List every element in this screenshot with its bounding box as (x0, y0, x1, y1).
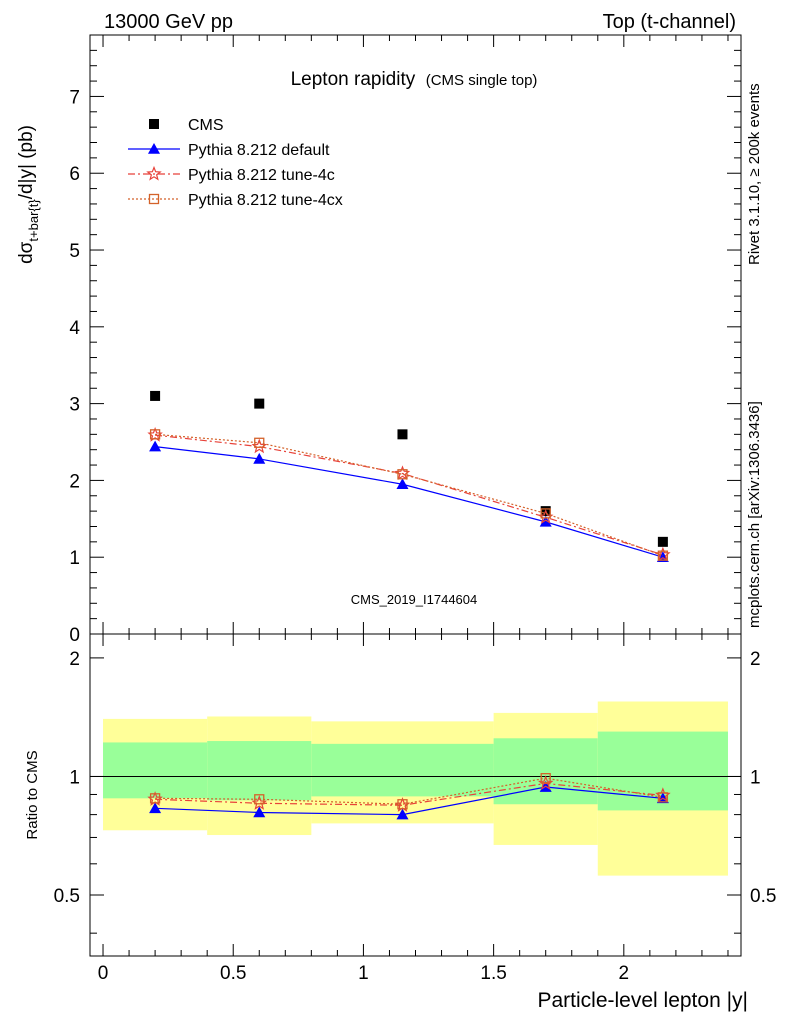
series-point (539, 515, 552, 527)
ratio-point (540, 773, 551, 784)
legend-entry-2: Pythia 8.212 tune-4c (128, 165, 335, 184)
ratio-data-layer (90, 701, 741, 876)
band-inner (103, 742, 208, 799)
ratio-point (149, 793, 161, 804)
ratio-point (253, 806, 266, 818)
main-y-label: dσt+bar{t}/d|y| (pb) (16, 125, 41, 264)
ratio-y-tick-label-right: 2 (750, 649, 761, 670)
ratio-y-tick-label: 1 (69, 767, 80, 788)
ratio-point (396, 808, 409, 820)
legend-entry-3: Pythia 8.212 tune-4cx (128, 192, 343, 209)
legend-marker (149, 119, 159, 129)
legend-marker (148, 143, 160, 154)
ratio-axes: 0 0.5 1 1.5 2 0.5 0.5 1 1 2 2 (54, 633, 776, 984)
ratio-line (155, 782, 663, 806)
main-panel: CMS_2019_I1744604 Lepton rapidity (CMS s… (16, 34, 742, 646)
y-label-rest: /d|y| (pb) (16, 125, 37, 199)
x-tick-label: 0.5 (220, 963, 246, 984)
series-point (397, 469, 408, 480)
cms-point (397, 429, 408, 440)
ratio-y-tick-label: 0.5 (54, 886, 80, 907)
y-tick-label: 6 (69, 164, 80, 185)
series-point (253, 452, 266, 464)
header-left: 13000 GeV pp (104, 11, 233, 33)
x-axis-label: Particle-level lepton |y| (537, 989, 748, 1012)
series-point (149, 429, 161, 440)
ratio-series-2 (149, 773, 669, 810)
cms-point (657, 536, 668, 547)
main-title-text: Lepton rapidity (291, 69, 416, 90)
series-point (540, 508, 551, 519)
mcplots-text: mcplots.cern.ch [arXiv:1306.3436] (746, 401, 763, 628)
ratio-point (397, 799, 408, 810)
cms-point (150, 390, 161, 401)
ratio-y-label: Ratio to CMS (24, 750, 41, 839)
y-label-main: dσ (16, 241, 37, 264)
y-label-sub: t+bar{t} (26, 199, 41, 242)
legend-entry-0: CMS (149, 117, 224, 134)
band-inner (311, 743, 494, 797)
legend-entry-1: Pythia 8.212 default (128, 142, 330, 159)
series-point (254, 437, 265, 448)
ratio-point (657, 792, 669, 803)
series-2 (147, 426, 671, 562)
series-point (396, 478, 409, 490)
series-line (155, 446, 664, 558)
y-tick-label: 7 (69, 87, 80, 108)
x-tick-label: 2 (619, 963, 630, 984)
y-tick-label: 0 (69, 625, 80, 646)
series-line (155, 433, 664, 557)
main-axes: 0 1 2 3 4 5 6 7 (69, 34, 742, 646)
main-title: Lepton rapidity (CMS single top) (291, 69, 538, 90)
main-data-layer (147, 390, 671, 563)
y-tick-label: 2 (69, 471, 80, 492)
band-inner (207, 741, 312, 801)
series-3 (149, 429, 669, 561)
legend-label: Pythia 8.212 tune-4c (188, 167, 335, 184)
y-tick-label: 4 (69, 318, 80, 339)
header-right: Top (t-channel) (603, 11, 736, 33)
ratio-y-tick-label-right: 1 (750, 767, 761, 788)
series-line (155, 434, 664, 556)
main-subtitle-text: (CMS single top) (426, 72, 538, 89)
legend-marker (148, 193, 160, 205)
watermark: CMS_2019_I1744604 (351, 592, 478, 607)
series-point (657, 550, 669, 561)
ratio-point (149, 802, 162, 814)
y-tick-label: 5 (69, 241, 80, 262)
legend-marker (146, 165, 162, 181)
ratio-y-tick-label-right: 0.5 (750, 886, 776, 907)
x-tick-label: 1.5 (480, 963, 506, 984)
series-1 (149, 440, 669, 563)
rivet-version-text: Rivet 3.1.10, ≥ 200k events (746, 83, 763, 265)
x-tick-label: 1 (358, 963, 369, 984)
ratio-y-tick-label: 2 (69, 649, 80, 670)
legend-label: Pythia 8.212 default (188, 142, 330, 159)
ratio-point (254, 794, 265, 805)
legend-label: Pythia 8.212 tune-4cx (188, 192, 343, 209)
series-point (149, 440, 162, 452)
x-tick-label: 0 (98, 963, 109, 984)
cms-point (254, 398, 265, 409)
legend-label: CMS (188, 117, 224, 134)
ratio-line (155, 777, 663, 805)
ratio-panel: 0 0.5 1 1.5 2 0.5 0.5 1 1 2 2 Ratio to CMS Particl… (24, 633, 776, 1012)
legend: CMS Pythia 8.212 default Pythia 8.212 tune… (128, 117, 343, 209)
y-tick-label: 3 (69, 395, 80, 416)
y-tick-label: 1 (69, 548, 80, 569)
series-0 (150, 390, 668, 547)
